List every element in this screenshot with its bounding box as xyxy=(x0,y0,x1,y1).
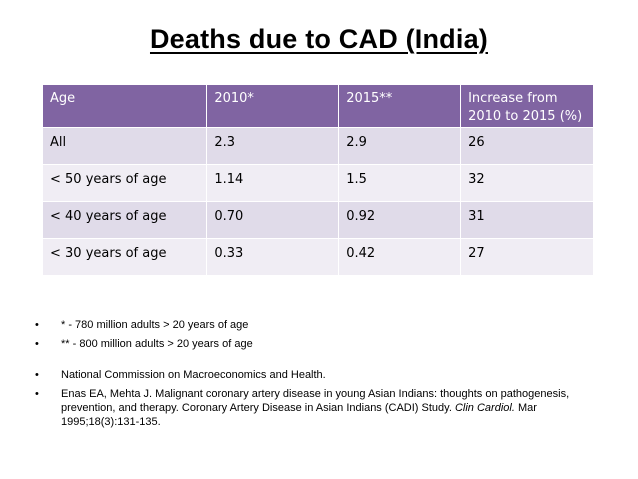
reference-2-post: Mar 1995;18(3):131-135. xyxy=(61,402,537,428)
table-header-row: Age 2010* 2015** Increase from 2010 to 2… xyxy=(43,85,594,128)
header-2010: 2010* xyxy=(206,85,340,128)
table-row: < 50 years of age 1.14 1.5 32 xyxy=(43,164,594,202)
reference-2-text: Enas EA, Mehta J. Malignant coronary art… xyxy=(61,388,569,428)
footnote-2010: • * - 780 million adults > 20 years of a… xyxy=(35,318,575,332)
cell-2015: 2.9 xyxy=(338,127,462,165)
cell-2010: 2.3 xyxy=(206,127,340,165)
cell-increase: 32 xyxy=(460,164,594,202)
table-row: < 30 years of age 0.33 0.42 27 xyxy=(43,238,594,276)
reference-2-journal: Clin Cardiol. xyxy=(454,402,515,414)
reference-2-pre: Enas EA, Mehta J. Malignant coronary art… xyxy=(61,388,570,414)
reference-1-text: National Commission on Macroeconomics an… xyxy=(61,369,326,381)
table-row: < 40 years of age 0.70 0.92 31 xyxy=(43,201,594,239)
header-increase: Increase from 2010 to 2015 (%) xyxy=(460,85,594,128)
bullet-icon: • xyxy=(35,388,39,400)
footnote-2015: • ** - 800 million adults > 20 years of … xyxy=(35,337,575,351)
cell-2010: 0.33 xyxy=(206,238,340,276)
reference-1: • National Commission on Macroeconomics … xyxy=(35,368,575,382)
bullet-icon: • xyxy=(35,369,39,381)
reference-2: • Enas EA, Mehta J. Malignant coronary a… xyxy=(35,387,575,429)
bullet-icon: • xyxy=(35,319,39,331)
cell-increase: 26 xyxy=(460,127,594,165)
footnote-2015-text: ** - 800 million adults > 20 years of ag… xyxy=(61,338,253,350)
cell-2015: 0.42 xyxy=(338,238,462,276)
header-age: Age xyxy=(43,85,208,128)
footnote-2010-text: * - 780 million adults > 20 years of age xyxy=(61,319,249,331)
table-row: All 2.3 2.9 26 xyxy=(43,127,594,165)
cell-increase: 31 xyxy=(460,201,594,239)
cell-age: < 40 years of age xyxy=(43,201,208,239)
cell-increase: 27 xyxy=(460,238,594,276)
cell-2010: 1.14 xyxy=(206,164,340,202)
cell-2010: 0.70 xyxy=(206,201,340,239)
cell-age: < 30 years of age xyxy=(43,238,208,276)
cell-age: All xyxy=(43,127,208,165)
cell-age: < 50 years of age xyxy=(43,164,208,202)
slide-title: Deaths due to CAD (India) xyxy=(149,24,488,54)
cell-2015: 1.5 xyxy=(338,164,462,202)
notes-list: • * - 780 million adults > 20 years of a… xyxy=(35,318,575,429)
cell-2015: 0.92 xyxy=(338,201,462,239)
bullet-icon: • xyxy=(35,338,39,350)
cad-deaths-table: Age 2010* 2015** Increase from 2010 to 2… xyxy=(43,85,594,276)
header-2015: 2015** xyxy=(338,85,462,128)
